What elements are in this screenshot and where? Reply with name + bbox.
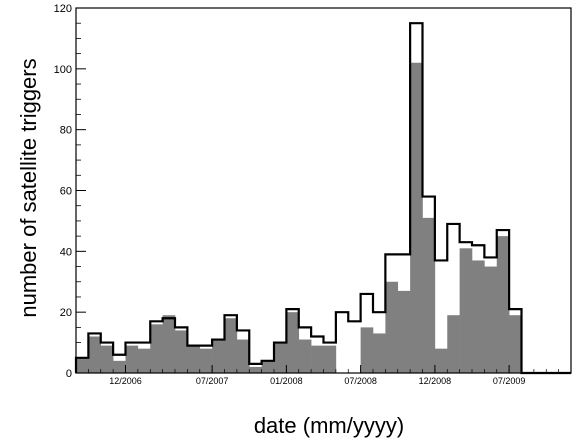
filled-bar xyxy=(125,345,139,373)
filled-bar xyxy=(76,357,89,373)
y-tick-label: 0 xyxy=(66,368,72,380)
filled-bar xyxy=(447,315,460,373)
filled-bar xyxy=(496,236,510,373)
filled-bar xyxy=(274,342,287,373)
filled-bar xyxy=(286,312,300,373)
filled-bar xyxy=(199,348,213,373)
filled-bar xyxy=(150,324,163,373)
y-tick-label: 60 xyxy=(60,186,72,198)
y-axis: 0 20 40 60 80 100 120 xyxy=(54,3,86,380)
filled-bar xyxy=(261,360,275,373)
y-tick-label: 100 xyxy=(54,64,72,76)
x-tick-label: 07/2008 xyxy=(344,376,377,386)
filled-bar xyxy=(484,266,498,373)
x-tick-label: 07/2007 xyxy=(196,376,229,386)
filled-bar xyxy=(175,330,188,373)
filled-bar xyxy=(236,339,250,373)
y-tick-label: 20 xyxy=(60,307,72,319)
filled-bar xyxy=(212,339,225,373)
x-tick-label: 07/2009 xyxy=(493,376,526,386)
filled-bar xyxy=(422,217,436,373)
y-tick-label: 80 xyxy=(60,125,72,137)
filled-bar xyxy=(385,281,399,373)
filled-bar xyxy=(88,336,102,373)
y-tick-label: 40 xyxy=(60,246,72,258)
filled-bar xyxy=(360,327,374,373)
filled-bar xyxy=(373,333,386,373)
x-tick-label: 01/2008 xyxy=(270,376,303,386)
filled-bar xyxy=(323,345,337,373)
filled-bar xyxy=(397,290,411,373)
y-axis-title: number of satellite triggers xyxy=(16,58,41,317)
filled-bar xyxy=(187,345,201,373)
filled-bar xyxy=(311,345,324,373)
filled-bar xyxy=(298,339,312,373)
filled-bar xyxy=(472,260,485,373)
filled-bar xyxy=(249,366,262,373)
filled-bar xyxy=(100,345,114,373)
x-tick-label: 12/2008 xyxy=(419,376,452,386)
x-tick-label: 12/2006 xyxy=(109,376,142,386)
filled-bar xyxy=(113,360,126,373)
filled-bar xyxy=(509,315,522,373)
filled-bar xyxy=(224,318,238,373)
y-tick-label: 120 xyxy=(54,3,72,15)
x-axis: 12/2006 07/2007 01/2008 07/2008 12/2008 07/20… xyxy=(88,365,559,386)
filled-bar xyxy=(434,348,448,373)
filled-bar xyxy=(137,348,151,373)
filled-bar xyxy=(459,248,473,373)
x-axis-title: date (mm/yyyy) xyxy=(254,413,404,438)
filled-series xyxy=(76,62,522,373)
filled-bar xyxy=(410,62,423,373)
outline-series xyxy=(74,22,571,375)
filled-bar xyxy=(162,315,176,373)
